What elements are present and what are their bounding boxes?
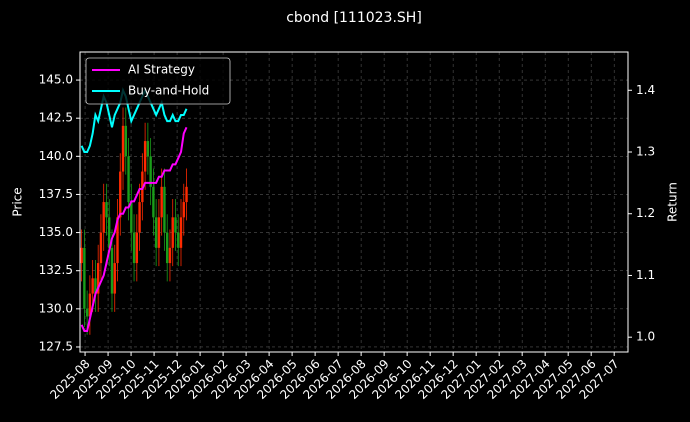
y-tick-label: 132.5 [39,263,73,277]
candle-body [160,186,163,218]
candle-body [177,232,180,248]
candle-body [185,186,188,203]
candle-body [119,171,122,218]
candle-body [94,278,97,294]
legend-label: AI Strategy [128,63,195,77]
candle-body [182,202,185,218]
y-tick-label: 135.0 [39,225,73,239]
candle-body [102,202,105,233]
candle-body [96,263,100,294]
candle-body [85,308,89,317]
candle-body [83,247,86,309]
y-tick-label: 127.5 [39,339,73,353]
y2-tick-label: 1.1 [636,268,655,282]
candle-body [130,202,133,233]
candle-body [165,232,169,264]
y-tick-label: 130.0 [39,301,73,315]
candle-body [105,202,108,218]
return-line [80,126,188,333]
candle-body [154,217,158,248]
candle-body [110,247,114,294]
candle-body [149,156,152,187]
candle-body [121,125,125,172]
candle-body [88,293,92,317]
y-tick-label: 142.5 [39,111,73,125]
candle-body [174,217,177,233]
y2-tick-label: 1.4 [636,83,655,97]
legend-label: Buy-and-Hold [128,84,209,98]
candle-body [99,232,103,264]
candle-body [171,217,174,248]
candle-body [132,232,136,264]
candle-body [127,156,130,203]
candle-body [124,125,127,157]
y-axis-label: Price [11,187,25,216]
candle-body [179,217,183,248]
y2-axis-label: Return [666,182,680,222]
candle-body [113,263,116,294]
candle-body [146,141,150,157]
legend-box [85,57,231,105]
candle-body [80,247,83,264]
y-tick-label: 140.0 [39,149,73,163]
y2-tick-label: 1.3 [636,145,655,159]
chart-title: cbond [111023.SH] [286,10,422,26]
candle-body [143,141,147,172]
candle-body [108,217,111,248]
candle-body [138,202,141,233]
y-tick-label: 145.0 [39,73,73,87]
candle-body [157,217,161,248]
candle-body [116,217,119,264]
return-line [80,87,188,153]
candle-body [163,186,166,233]
candle-body [91,278,94,294]
y2-tick-label: 1.0 [636,330,655,344]
candle-body [135,232,139,264]
candle-body [152,186,155,218]
candle-body [168,247,172,264]
plot-frame [79,51,629,353]
y-tick-label: 137.5 [39,187,73,201]
y2-tick-label: 1.2 [636,206,655,220]
